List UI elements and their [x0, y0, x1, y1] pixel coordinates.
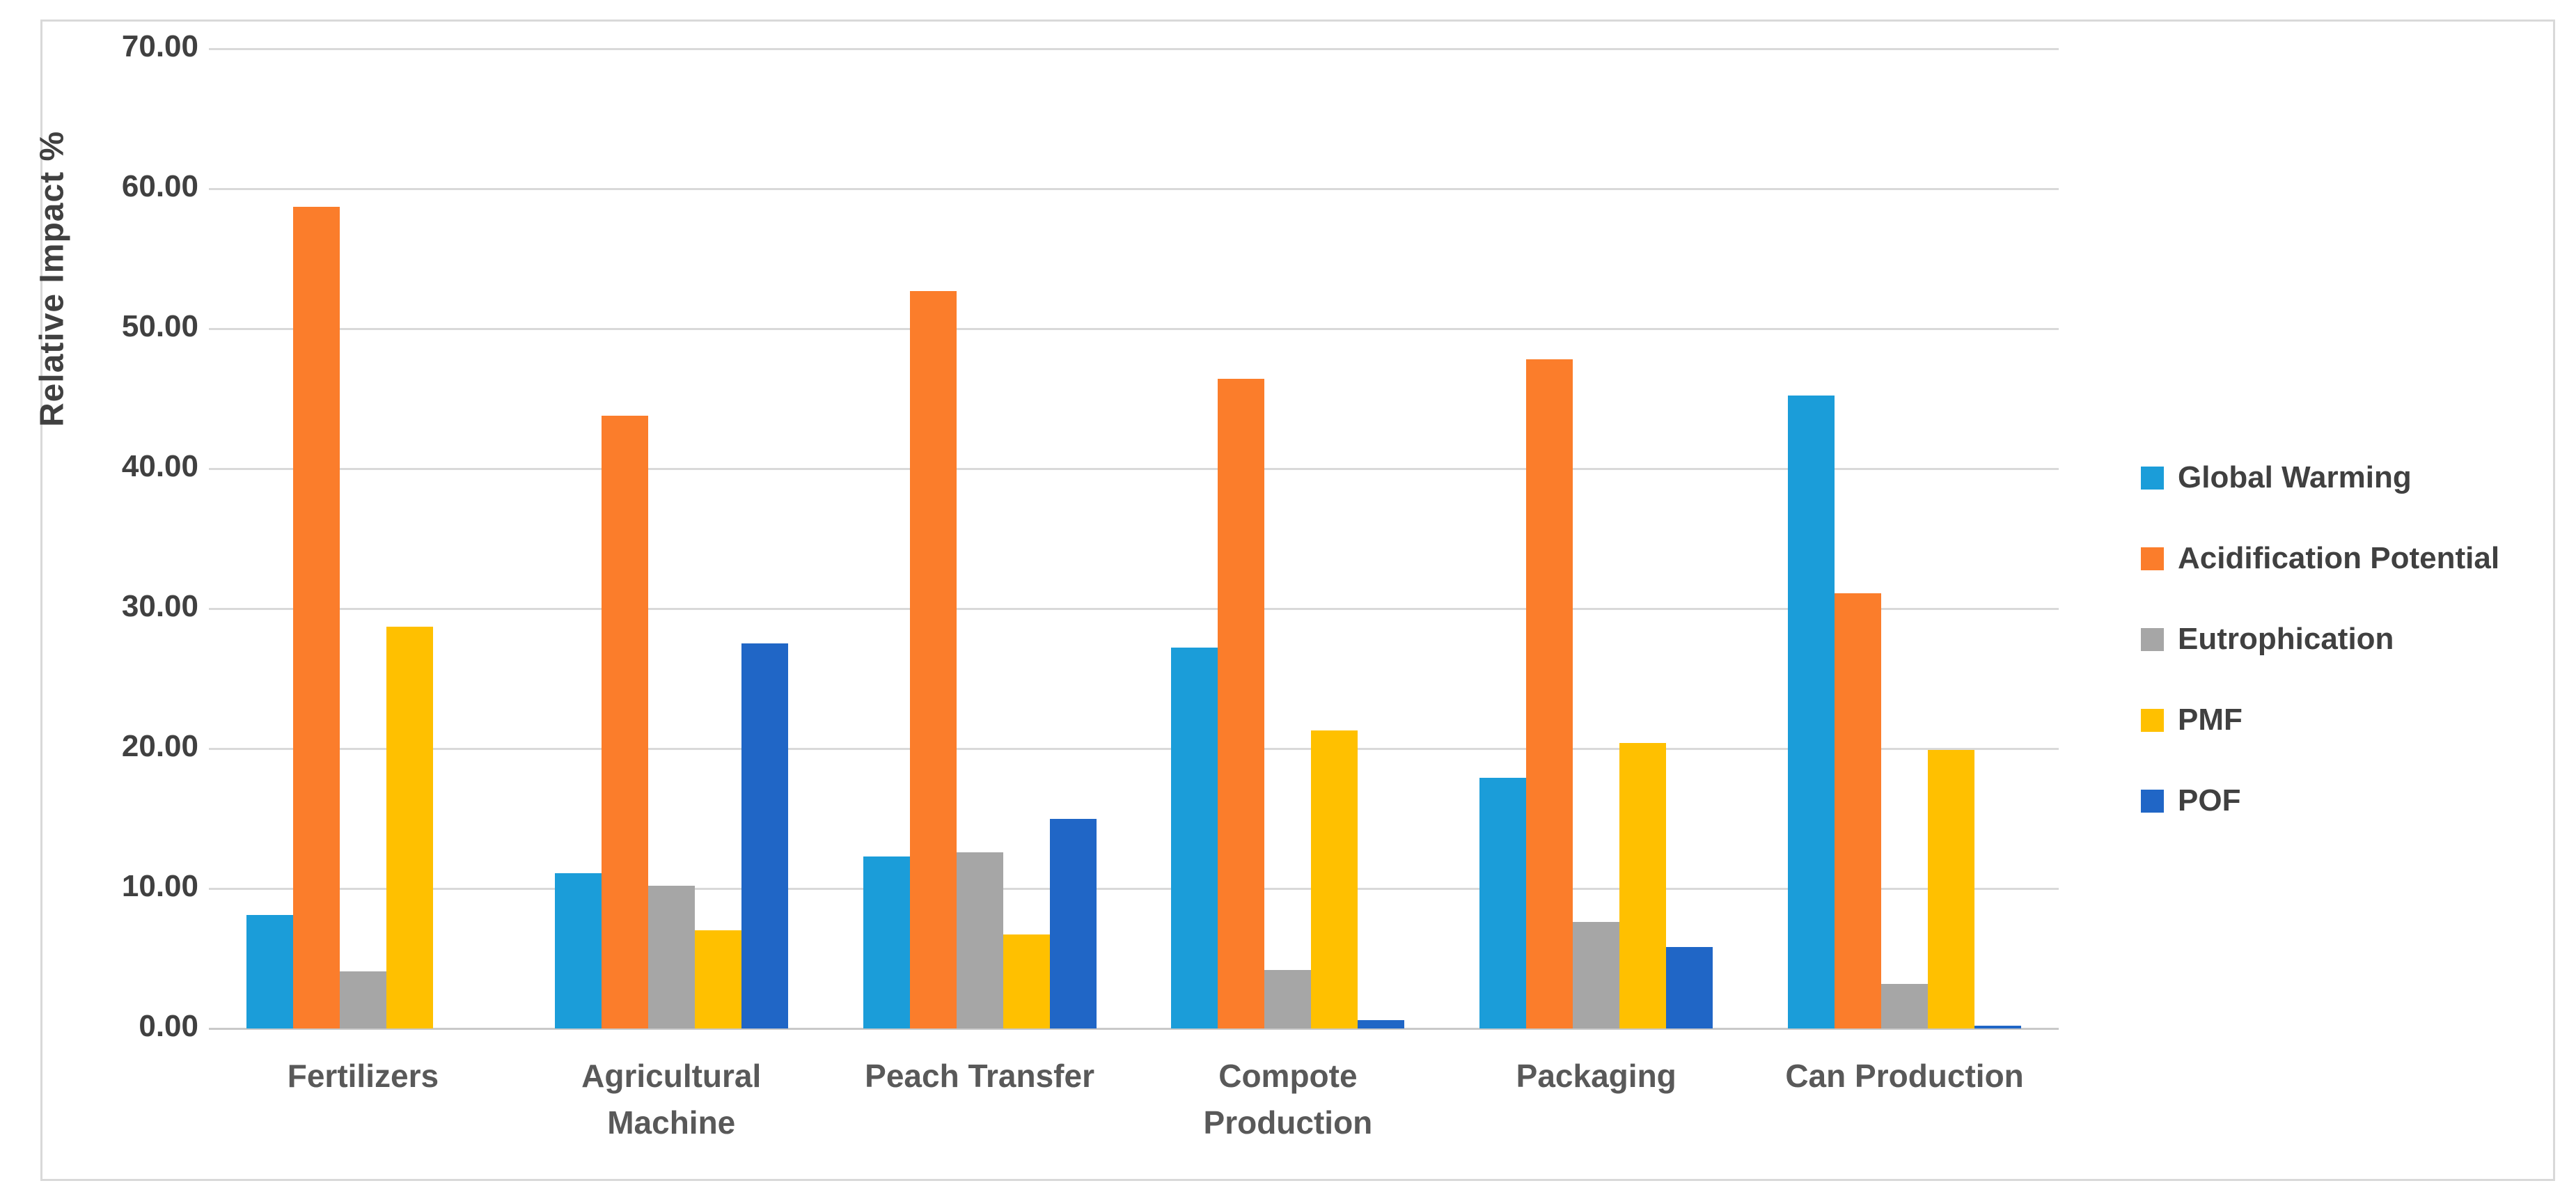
y-tick-label: 50.00 [121, 309, 198, 343]
bar [554, 873, 602, 1028]
bar [863, 856, 910, 1028]
legend-swatch-icon [2141, 708, 2164, 732]
bar [339, 971, 386, 1028]
gridline [209, 887, 2059, 890]
legend-swatch-icon [2141, 547, 2164, 570]
legend-swatch-icon [2141, 627, 2164, 651]
legend-label: PMF [2178, 703, 2243, 737]
gridline [209, 607, 2059, 610]
y-tick-label: 60.00 [121, 169, 198, 203]
category-label: Peach Transfer [865, 1058, 1094, 1094]
bar [1526, 359, 1573, 1028]
plot-area [209, 47, 2059, 1030]
bar-groups [209, 49, 2059, 1028]
legend-label: Acidification Potential [2178, 541, 2500, 575]
bar [1311, 730, 1358, 1028]
legend-item: Global Warming [2141, 437, 2499, 518]
gridline [209, 327, 2059, 330]
bar-group [1442, 49, 1750, 1028]
bar-group [517, 49, 826, 1028]
legend-label: Eutrophication [2178, 622, 2394, 656]
category-label: Can Production [1785, 1058, 2024, 1094]
bar [741, 643, 788, 1028]
bar [246, 915, 293, 1028]
gridline [209, 467, 2059, 470]
category-label: Agricultural Machine [581, 1058, 762, 1141]
gridline [209, 187, 2059, 190]
bar [1928, 750, 1975, 1028]
bar [1479, 778, 1527, 1028]
y-tick-label: 20.00 [121, 729, 198, 763]
bar [1171, 648, 1218, 1028]
bar [956, 852, 1003, 1028]
bar [909, 290, 957, 1028]
x-axis-line [209, 1027, 2059, 1030]
gridline [209, 747, 2059, 750]
bar [601, 415, 648, 1028]
y-tick-label: 0.00 [139, 1009, 198, 1043]
bar [1264, 969, 1312, 1028]
legend-swatch-icon [2141, 789, 2164, 813]
y-tick-label: 40.00 [121, 449, 198, 483]
y-tick-label: 10.00 [121, 869, 198, 903]
bar [1003, 934, 1050, 1028]
x-axis-category-labels: Fertilizers Agricultural Machine Peach Tran… [209, 1053, 2059, 1145]
legend-label: POF [2178, 783, 2241, 817]
bar [1049, 818, 1097, 1028]
bar [694, 930, 741, 1028]
bar [292, 207, 340, 1028]
legend-swatch-icon [2141, 466, 2164, 490]
category-label: Fertilizers [287, 1058, 439, 1094]
bar-group [1750, 49, 2059, 1028]
legend-label: Global Warming [2178, 460, 2412, 494]
bar [1666, 947, 1713, 1028]
y-tick-label: 70.00 [121, 29, 198, 63]
bar [1573, 922, 1620, 1028]
bar-group [1133, 49, 1442, 1028]
bar-group [209, 49, 517, 1028]
gridline [209, 47, 2059, 50]
legend-item: Eutrophication [2141, 599, 2499, 680]
bar [386, 627, 433, 1028]
category-label: Compote Production [1203, 1058, 1373, 1141]
bar [1218, 379, 1265, 1028]
bar [647, 885, 695, 1028]
bar [1788, 396, 1835, 1028]
bar [1835, 593, 1882, 1028]
bar [1358, 1019, 1405, 1028]
bar-group [826, 49, 1134, 1028]
legend-item: POF [2141, 760, 2499, 841]
category-label: Packaging [1516, 1058, 1676, 1094]
bar [1974, 1025, 2022, 1028]
legend-item: PMF [2141, 680, 2499, 760]
legend: Global Warming Acidification Potential Eut… [2141, 437, 2499, 841]
bar [1881, 983, 1929, 1028]
legend-item: Acidification Potential [2141, 518, 2499, 599]
y-axis-title: Relative Impact % [33, 130, 71, 427]
bar [1619, 742, 1667, 1028]
y-tick-label: 30.00 [121, 589, 198, 623]
